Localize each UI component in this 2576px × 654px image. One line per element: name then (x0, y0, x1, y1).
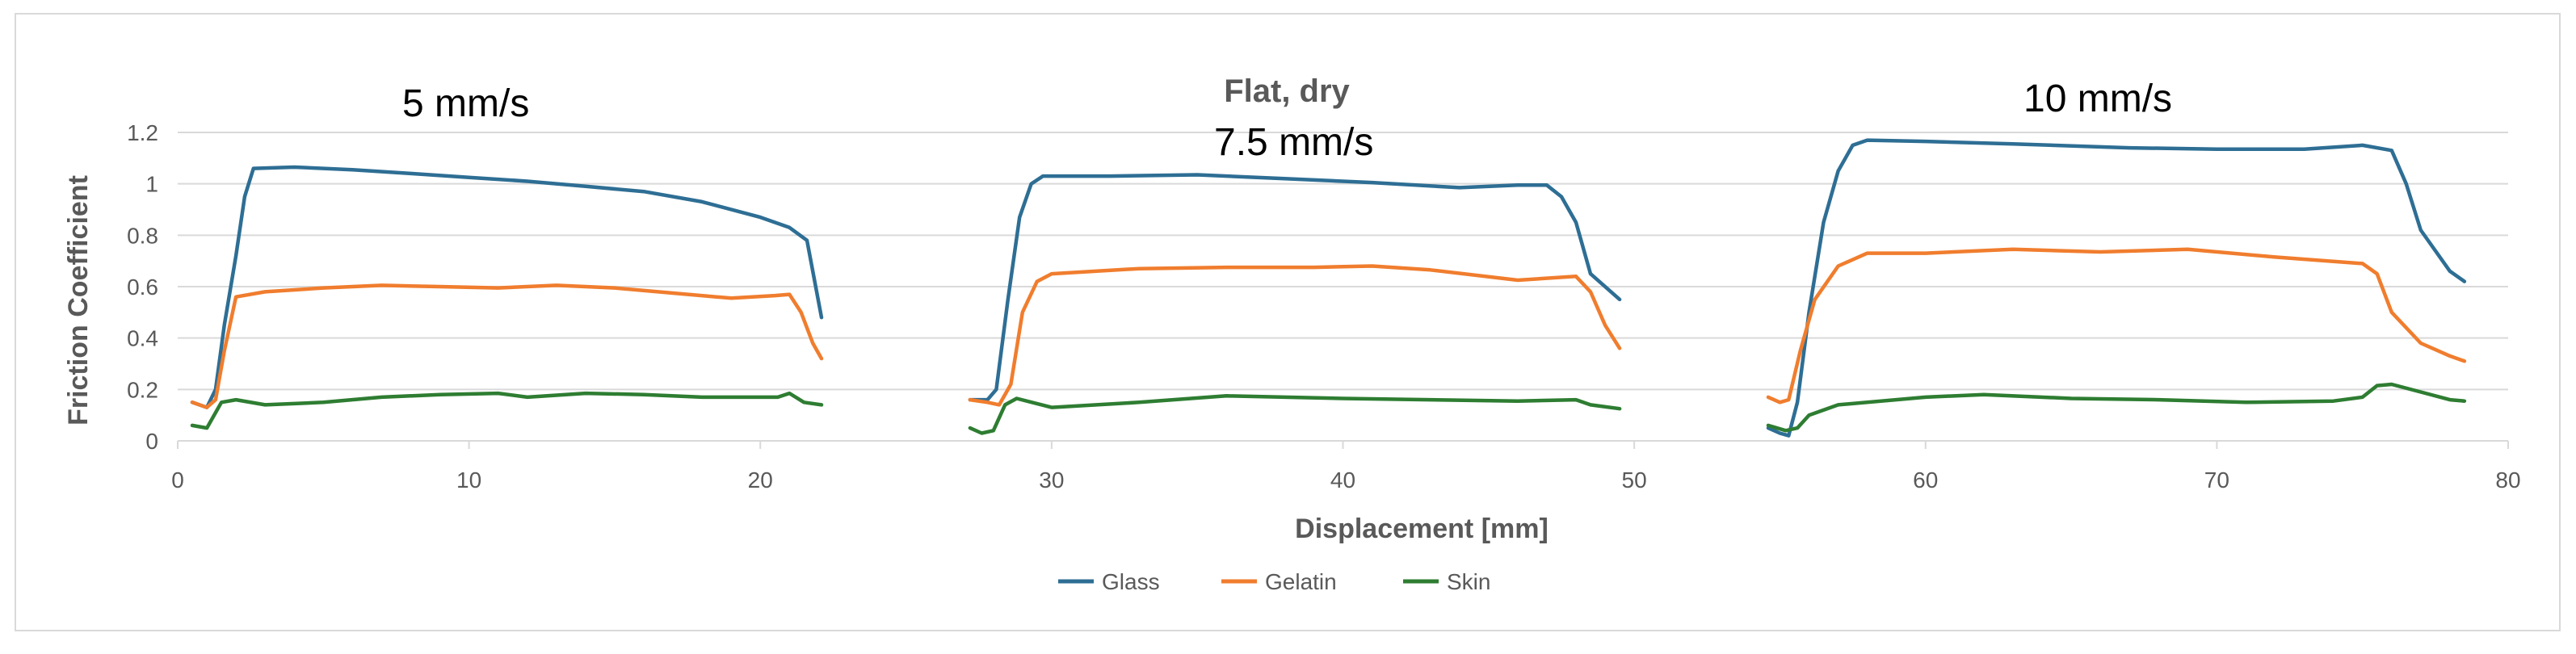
series-line-skin-1 (190, 391, 824, 430)
y-tick-label: 0 (145, 429, 158, 454)
legend-label-glass: Glass (1102, 569, 1160, 594)
x-tick-label: 20 (748, 467, 773, 493)
speed-annotation-10: 10 mm/s (2023, 78, 2172, 120)
series-line-skin-2 (968, 394, 1622, 435)
chart-labels: Flat, dry 5 mm/s 7.5 mm/s 10 mm/s Displa… (63, 73, 2172, 544)
chart-frame (15, 13, 2561, 631)
legend: Glass Gelatin Skin (1058, 569, 1490, 594)
x-axis-title: Displacement [mm] (1295, 514, 1549, 544)
gridlines (178, 132, 2508, 391)
series-line-glass-3 (1766, 138, 2467, 438)
y-tick-label: 0.2 (127, 377, 158, 402)
series-line-gelatin-3 (1766, 247, 2467, 405)
x-tick-label: 40 (1330, 467, 1355, 493)
x-tick-label: 30 (1039, 467, 1064, 493)
series-line-glass-1 (190, 165, 824, 409)
x-tick-label: 70 (2204, 467, 2229, 493)
series-lines (190, 138, 2467, 438)
y-tick-label: 1.2 (127, 120, 158, 145)
y-tick-label: 0.8 (127, 223, 158, 248)
y-tick-label: 1 (145, 172, 158, 197)
x-tick-label: 60 (1913, 467, 1938, 493)
axes: 0 0.2 0.4 0.6 0.8 1 1.2 0 10 20 30 40 50 60 70 80 (127, 120, 2521, 493)
y-tick-label: 0.4 (127, 326, 158, 351)
x-tick-label: 80 (2495, 467, 2520, 493)
legend-label-gelatin: Gelatin (1265, 569, 1337, 594)
chart-title: Flat, dry (1224, 73, 1350, 109)
speed-annotation-7-5: 7.5 mm/s (1214, 121, 1373, 164)
series-line-gelatin-1 (190, 283, 824, 409)
y-tick-label: 0.6 (127, 275, 158, 300)
series-line-glass-2 (968, 173, 1622, 402)
x-tick-label: 10 (456, 467, 481, 493)
x-tick-label: 50 (1622, 467, 1647, 493)
y-axis-title: Friction Coefficient (63, 175, 94, 426)
legend-label-skin: Skin (1447, 569, 1490, 594)
x-tick-label: 0 (171, 467, 184, 493)
series-line-skin-3 (1766, 382, 2467, 433)
series-line-gelatin-2 (968, 264, 1622, 407)
speed-annotation-5: 5 mm/s (402, 82, 529, 125)
